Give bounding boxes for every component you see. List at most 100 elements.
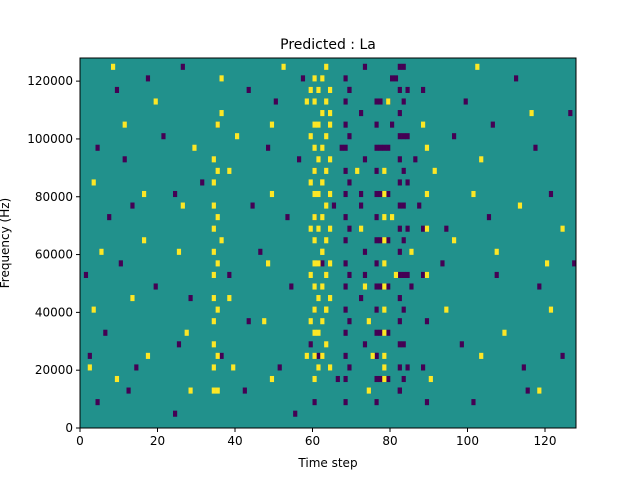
heatmap-cell-low (359, 295, 364, 302)
heatmap-cell-low (374, 399, 379, 406)
heatmap-cell-low (405, 271, 410, 278)
heatmap-cell-high (111, 63, 116, 70)
heatmap-cell-high (130, 295, 135, 302)
heatmap-cell-high (262, 318, 267, 325)
heatmap-cell-low (572, 260, 577, 267)
heatmap-cell-low (386, 190, 391, 198)
heatmap-cell-low (374, 167, 379, 174)
heatmap-cell-high (312, 121, 317, 128)
heatmap-cell-low (347, 271, 352, 278)
x-tick-label: 60 (305, 434, 320, 448)
heatmap-cell-high (316, 225, 321, 232)
heatmap-cell-low (161, 133, 166, 140)
heatmap-cell-low (176, 341, 182, 348)
heatmap-cell-high (142, 190, 147, 198)
heatmap-cell-low (378, 329, 383, 336)
heatmap-cell-low (374, 260, 379, 267)
heatmap-cell-high (382, 214, 387, 221)
y-tick-label: 20000 (35, 363, 73, 377)
heatmap-cell-high (382, 167, 387, 174)
heatmap-cell-high (211, 341, 216, 348)
heatmap-cell-low (95, 399, 100, 406)
heatmap-cell-high (312, 75, 317, 82)
heatmap-cell-high (211, 202, 216, 209)
heatmap-cell-high (215, 260, 220, 267)
heatmap-cell-low (401, 306, 406, 313)
heatmap-cell-low (374, 352, 379, 359)
heatmap-cell-low (347, 133, 352, 140)
heatmap-cell-low (401, 167, 406, 174)
heatmap-cell-low (401, 98, 406, 105)
heatmap-cell-low (103, 329, 108, 336)
heatmap-cell-low (374, 144, 379, 151)
heatmap-cell-low (320, 260, 325, 267)
heatmap-cell-high (382, 329, 387, 336)
heatmap-cell-high (308, 271, 313, 278)
heatmap-cell-high (312, 329, 317, 336)
heatmap-cell-low (537, 283, 542, 290)
heatmap-cell-low (463, 98, 468, 105)
heatmap-cell-low (397, 179, 402, 186)
heatmap-cell-high (308, 318, 313, 325)
heatmap-cell-low (343, 375, 348, 383)
heatmap-cell-high (211, 179, 216, 186)
heatmap-cell-high (328, 86, 333, 93)
heatmap-cell-low (378, 283, 383, 290)
heatmap-cell-high (215, 387, 220, 394)
heatmap-cell-high (219, 110, 224, 117)
heatmap-cell-high (215, 352, 220, 359)
heatmap-cell-high (475, 63, 480, 70)
heatmap-cell-low (173, 410, 178, 417)
heatmap-cell-high (409, 248, 414, 255)
heatmap-cell-low (378, 375, 383, 383)
heatmap-cell-low (242, 387, 247, 394)
heatmap-cell-high (312, 306, 317, 313)
heatmap-cell-high (180, 202, 185, 209)
x-axis-label: Time step (297, 456, 357, 470)
heatmap-cell-low (397, 271, 402, 278)
chart-title: Predicted : La (280, 37, 376, 53)
heatmap-cell-low (374, 375, 379, 383)
heatmap-cell-low (413, 156, 418, 163)
heatmap-cell-high (281, 63, 286, 70)
heatmap-cell-high (304, 352, 309, 359)
heatmap-cell-low (219, 352, 224, 359)
heatmap-cell-high (545, 260, 550, 267)
heatmap-cell-high (192, 144, 197, 151)
heatmap-cell-low (289, 283, 294, 290)
heatmap-cell-low (343, 190, 348, 198)
heatmap-cell-high (211, 295, 216, 302)
heatmap-cell-high (421, 121, 426, 128)
heatmap-cell-high (308, 86, 313, 93)
heatmap-cell-low (118, 260, 123, 267)
heatmap-cell-low (362, 271, 368, 278)
heatmap-cell-high (548, 306, 554, 313)
heatmap-cell-low (297, 156, 302, 163)
heatmap-cell-low (459, 341, 464, 348)
heatmap-cell-high (382, 364, 387, 371)
heatmap-cell-low (153, 283, 158, 290)
heatmap-cell-low (382, 144, 387, 151)
heatmap-cell-high (382, 283, 387, 290)
heatmap-cell-low (374, 237, 379, 244)
heatmap-cell-low (347, 318, 352, 325)
heatmap-cell-high (328, 295, 333, 302)
heatmap-cell-high (537, 387, 542, 394)
heatmap-cell-high (211, 387, 216, 394)
heatmap-cell-low (374, 190, 379, 198)
heatmap-cell-high (211, 248, 216, 255)
heatmap-cell-high (320, 110, 325, 117)
heatmap-cell-high (320, 75, 325, 82)
heatmap-cell-low (409, 283, 414, 290)
heatmap-cell-high (269, 121, 275, 128)
heatmap-cell-low (173, 190, 178, 198)
heatmap-cell-high (424, 271, 430, 278)
heatmap-cell-low (285, 214, 290, 221)
heatmap-cell-low (405, 225, 410, 232)
heatmap-cell-low (362, 341, 368, 348)
heatmap-cell-high (87, 364, 92, 371)
heatmap-cell-high (269, 190, 275, 198)
heatmap-cell-low (421, 225, 426, 232)
heatmap-cell-low (343, 75, 348, 82)
